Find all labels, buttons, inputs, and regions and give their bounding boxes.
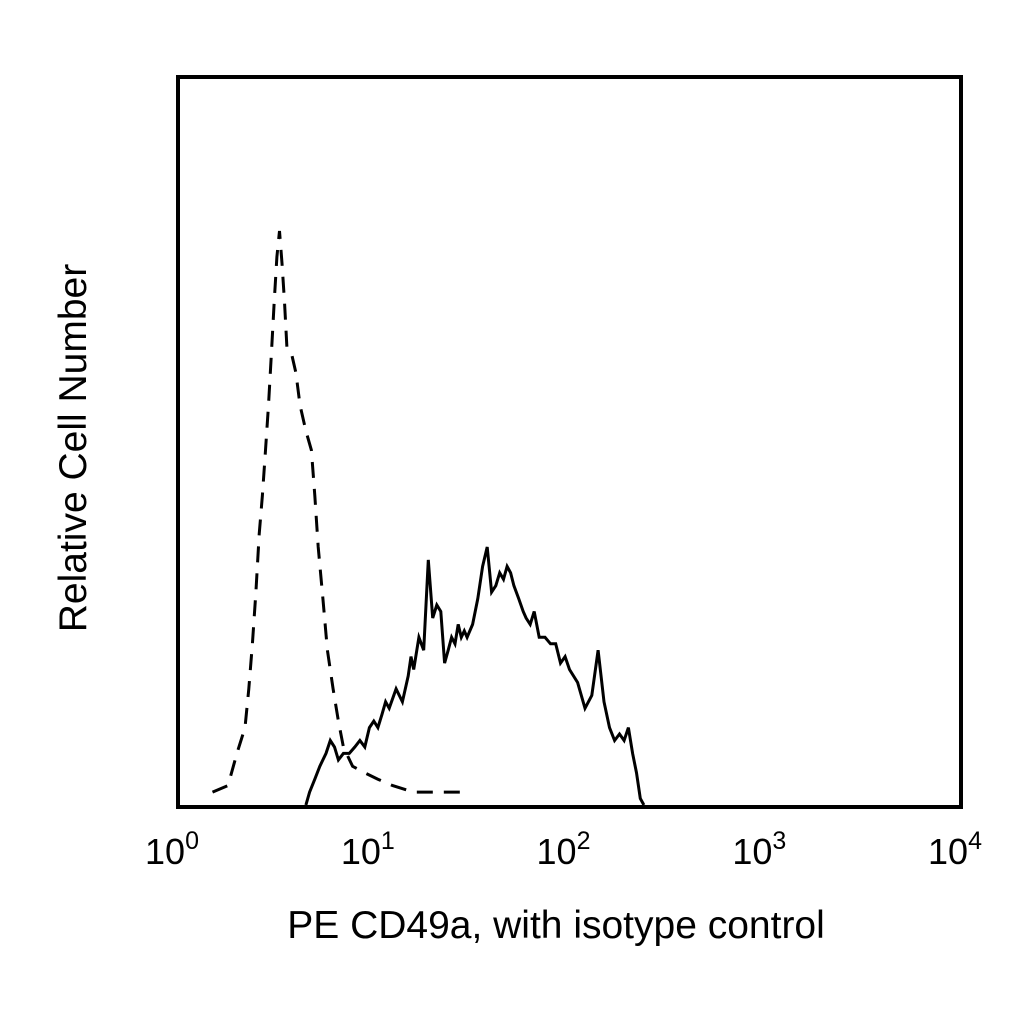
x-tick-label: 102: [537, 827, 591, 872]
plot-background: [178, 77, 961, 807]
x-tick-labels: 100 101 102 103 104: [145, 827, 982, 872]
plot-frame: [176, 75, 963, 809]
x-tick-label: 100: [145, 827, 199, 872]
x-tick-label: 101: [341, 827, 395, 872]
y-axis-label: Relative Cell Number: [52, 264, 95, 632]
isotype-control-histogram-line: [211, 230, 468, 794]
x-axis-label: PE CD49a, with isotype control: [287, 904, 825, 947]
series-layer: [211, 230, 646, 806]
x-tick-label: 103: [732, 827, 786, 872]
x-tick-label: 104: [928, 827, 982, 872]
pe-cd49a-histogram-line: [304, 546, 646, 806]
